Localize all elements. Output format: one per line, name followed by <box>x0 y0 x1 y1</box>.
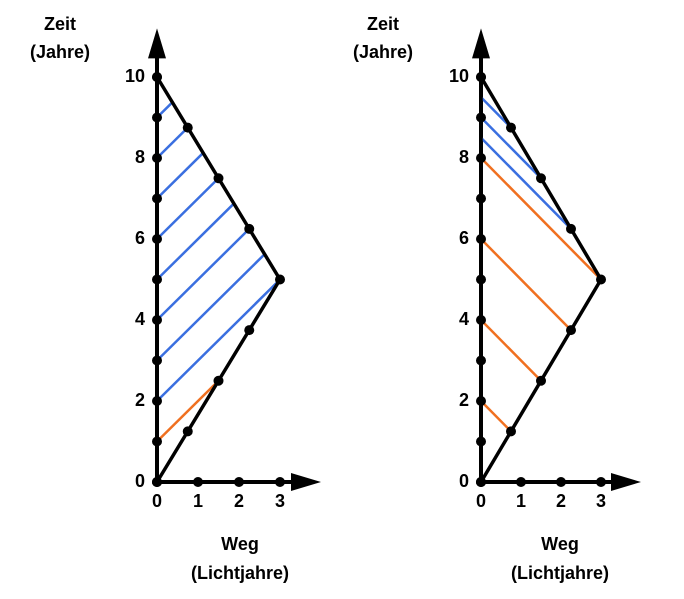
event-dot <box>152 396 162 406</box>
x-tick-label: 2 <box>556 491 566 511</box>
event-dot <box>152 153 162 163</box>
event-dot <box>476 112 486 123</box>
event-dot <box>213 375 224 386</box>
event-dot <box>476 274 486 285</box>
light-signal <box>480 136 572 230</box>
y-axis-label: (Jahre) <box>30 42 90 62</box>
light-signal <box>156 379 220 443</box>
event-dot <box>152 355 162 366</box>
light-signal <box>156 177 220 240</box>
event-dot <box>152 112 162 123</box>
x-tick-label: 3 <box>275 491 285 511</box>
x-tick-label: 2 <box>234 491 244 511</box>
y-axis-arrow <box>148 28 166 59</box>
event-dot <box>566 325 576 336</box>
x-axis-label: Weg <box>221 534 259 554</box>
event-dot <box>182 122 193 133</box>
event-dot <box>476 193 486 204</box>
light-signal <box>156 152 205 200</box>
light-signal <box>156 126 189 159</box>
x-tick-dot <box>556 477 566 487</box>
light-signal <box>480 157 602 281</box>
event-dot <box>476 234 486 244</box>
event-dot <box>152 193 162 204</box>
event-dot <box>152 234 162 244</box>
light-signal <box>480 116 542 180</box>
x-tick-dot <box>193 477 203 487</box>
light-signal <box>480 400 512 433</box>
y-tick-label: 10 <box>449 66 469 86</box>
event-dot <box>476 436 486 447</box>
event-dot <box>476 396 486 406</box>
event-dot <box>152 436 162 447</box>
event-dot <box>152 72 162 82</box>
event-dot <box>476 315 486 325</box>
y-tick-label: 10 <box>125 66 145 86</box>
y-tick-label: 4 <box>135 309 145 329</box>
light-signal <box>156 253 266 362</box>
light-signal <box>156 202 235 281</box>
x-tick-dot <box>516 477 526 487</box>
event-dot <box>244 325 255 336</box>
y-tick-label: 2 <box>135 390 145 410</box>
event-dot <box>182 426 193 437</box>
x-tick-dot <box>596 477 606 487</box>
x-axis-label: (Lichtjahre) <box>191 563 289 583</box>
y-tick-label: 8 <box>459 147 469 167</box>
event-dot <box>152 274 162 285</box>
event-dot <box>566 223 576 234</box>
y-tick-label: 8 <box>135 147 145 167</box>
event-dot <box>476 477 486 487</box>
y-tick-label: 6 <box>135 228 145 248</box>
y-tick-label: 0 <box>459 471 469 491</box>
y-tick-label: 4 <box>459 309 469 329</box>
light-signal <box>156 227 251 321</box>
event-dot <box>275 274 285 285</box>
event-dot <box>506 426 516 437</box>
x-axis-arrow <box>291 473 321 491</box>
x-tick-label: 1 <box>516 491 526 511</box>
event-dot <box>213 173 224 184</box>
event-dot <box>476 153 486 163</box>
y-axis-label: (Jahre) <box>353 42 413 62</box>
x-tick-label: 1 <box>193 491 203 511</box>
event-dot <box>152 477 162 487</box>
x-tick-label: 0 <box>476 491 486 511</box>
x-tick-dot <box>275 477 285 487</box>
y-tick-label: 2 <box>459 390 469 410</box>
light-signal <box>480 319 542 382</box>
x-tick-label: 3 <box>596 491 606 511</box>
event-dot <box>536 173 546 184</box>
y-tick-label: 0 <box>135 471 145 491</box>
x-axis-arrow <box>611 473 641 491</box>
event-dot <box>152 315 162 325</box>
event-dot <box>476 355 486 366</box>
event-dot <box>476 72 486 82</box>
event-dot <box>536 375 546 386</box>
y-axis-arrow <box>472 28 490 59</box>
light-signal <box>480 238 572 332</box>
x-axis-label: (Lichtjahre) <box>511 563 609 583</box>
event-dot <box>506 122 516 133</box>
world-line <box>155 76 283 483</box>
x-tick-label: 0 <box>152 491 162 511</box>
y-axis-label: Zeit <box>367 14 399 34</box>
world-line <box>479 76 604 483</box>
light-signal <box>156 278 281 402</box>
x-tick-dot <box>234 477 244 487</box>
y-tick-label: 6 <box>459 228 469 248</box>
event-dot <box>244 223 255 234</box>
event-dot <box>596 274 606 285</box>
x-axis-label: Weg <box>541 534 579 554</box>
y-axis-label: Zeit <box>44 14 76 34</box>
